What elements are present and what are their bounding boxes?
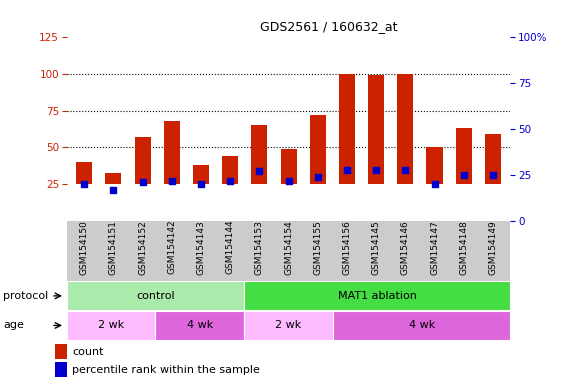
Point bbox=[255, 168, 264, 174]
Point bbox=[342, 167, 351, 173]
Text: MAT1 ablation: MAT1 ablation bbox=[338, 291, 416, 301]
Point bbox=[371, 167, 380, 173]
Point bbox=[430, 181, 439, 187]
Text: GDS2561 / 160632_at: GDS2561 / 160632_at bbox=[260, 20, 397, 33]
Bar bbox=[55, 344, 67, 359]
Point bbox=[226, 177, 235, 184]
Point bbox=[401, 167, 410, 173]
Bar bbox=[456, 128, 472, 184]
Point bbox=[459, 172, 468, 178]
Point bbox=[313, 174, 322, 180]
Text: protocol: protocol bbox=[3, 291, 48, 301]
Bar bbox=[67, 281, 244, 310]
Text: control: control bbox=[136, 291, 175, 301]
Point bbox=[488, 172, 498, 178]
Bar bbox=[426, 147, 443, 184]
Text: 4 wk: 4 wk bbox=[408, 320, 435, 331]
Text: age: age bbox=[3, 320, 24, 331]
Point bbox=[109, 187, 118, 193]
Bar bbox=[485, 134, 501, 184]
Point bbox=[167, 177, 176, 184]
Bar bbox=[76, 162, 92, 184]
Bar bbox=[333, 311, 510, 340]
Text: 2 wk: 2 wk bbox=[276, 320, 302, 331]
Bar bbox=[164, 121, 180, 184]
Bar bbox=[281, 149, 296, 184]
Bar bbox=[155, 311, 244, 340]
Bar bbox=[193, 165, 209, 184]
Bar bbox=[106, 172, 121, 184]
Bar bbox=[368, 75, 384, 184]
Bar bbox=[310, 115, 326, 184]
Text: 4 wk: 4 wk bbox=[187, 320, 213, 331]
Bar bbox=[397, 74, 414, 184]
Bar bbox=[67, 311, 155, 340]
Bar bbox=[339, 74, 355, 184]
Point bbox=[284, 177, 293, 184]
Bar bbox=[251, 125, 267, 184]
Bar bbox=[244, 281, 510, 310]
Text: count: count bbox=[72, 347, 104, 357]
Point bbox=[138, 179, 147, 185]
Bar bbox=[135, 137, 151, 184]
Text: 2 wk: 2 wk bbox=[98, 320, 124, 331]
Bar bbox=[244, 311, 333, 340]
Point bbox=[197, 181, 206, 187]
Text: percentile rank within the sample: percentile rank within the sample bbox=[72, 365, 260, 375]
Bar bbox=[222, 156, 238, 184]
Bar bbox=[55, 362, 67, 377]
Point bbox=[79, 181, 89, 187]
